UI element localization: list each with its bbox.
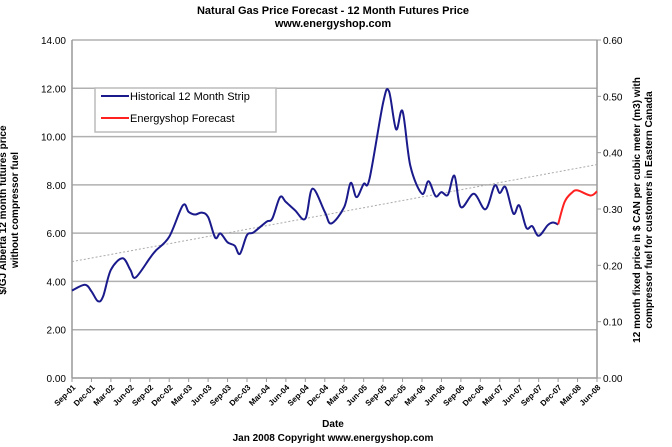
y-tick-label: 0.00	[47, 374, 67, 385]
y-tick-label: 14.00	[41, 36, 66, 47]
y-tick-label: 10.00	[41, 133, 66, 144]
y-axis-label-wrap: $/GJ Alberta 12 month futures price with…	[0, 125, 21, 295]
legend-label-historical: Historical 12 Month Strip	[130, 91, 250, 103]
legend-label-forecast: Energyshop Forecast	[130, 113, 235, 125]
x-tick-label: Jun-08	[578, 383, 603, 408]
y-tick-label: 4.00	[47, 277, 67, 288]
x-axis-label: Date	[322, 419, 344, 430]
y-tick-label: 8.00	[47, 181, 67, 192]
y-axis-right-label: 12 month fixed price in $ CAN per cubic …	[632, 77, 655, 343]
trendline	[71, 164, 598, 263]
y-right-tick-label: 0.60	[603, 36, 623, 47]
y-right-tick-label: 0.40	[603, 149, 623, 160]
y-right-tick-label: 0.10	[603, 318, 623, 329]
y-axis-label: $/GJ Alberta 12 month futures price with…	[0, 125, 21, 295]
legend: Historical 12 Month Strip Energyshop For…	[94, 87, 277, 133]
chart-subtitle: www.energyshop.com	[274, 18, 392, 30]
y-right-tick-label: 0.30	[603, 205, 623, 216]
chart-title: Natural Gas Price Forecast - 12 Month Fu…	[197, 5, 469, 17]
y-tick-label: 12.00	[41, 84, 66, 95]
y-right-tick-label: 0.20	[603, 261, 623, 272]
footer-copyright: Jan 2008 Copyright www.energyshop.com	[233, 433, 434, 444]
y-tick-label: 6.00	[47, 229, 67, 240]
y-tick-label: 2.00	[47, 326, 67, 337]
y-axis-right-label-wrap: 12 month fixed price in $ CAN per cubic …	[632, 77, 655, 343]
forecast-series-line	[557, 189, 598, 225]
historical-series-line	[71, 88, 559, 303]
y-right-tick-label: 0.00	[603, 374, 623, 385]
y-right-tick-label: 0.50	[603, 92, 623, 103]
